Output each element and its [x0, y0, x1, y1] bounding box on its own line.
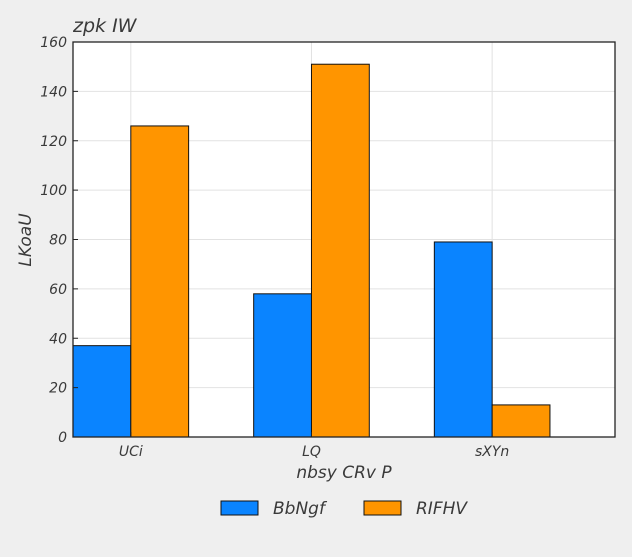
y-axis-label: LKoaU [16, 213, 36, 267]
bar-BbNgf-UCi [72, 345, 132, 438]
y-tick-label: 100 [40, 183, 67, 199]
bar-BbNgf-sXYn [433, 241, 493, 438]
y-tick-label: 80 [49, 233, 67, 249]
legend-swatch-RIFHV [363, 500, 402, 516]
legend-swatch-BbNgf [220, 500, 259, 516]
bar-BbNgf-LQ [253, 293, 312, 438]
legend-label-BbNgf: BbNgf [273, 499, 328, 519]
y-tick-label: 40 [49, 331, 67, 347]
y-tick-label: 20 [49, 381, 67, 397]
y-tick-label: 60 [49, 282, 67, 298]
x-axis-ticks: UCi LQ sXYn [119, 432, 509, 460]
bar-RIFHV-UCi [130, 125, 190, 438]
chart-title: zpk IW [72, 15, 138, 37]
legend-label-RIFHV: RIFHV [416, 499, 468, 519]
y-tick-label: 140 [40, 84, 67, 100]
x-tick-label: sXYn [475, 444, 509, 460]
bar-RIFHV-sXYn [491, 404, 551, 438]
y-tick-label: 120 [40, 134, 67, 150]
legend: BbNgf RIFHV [220, 499, 468, 519]
y-tick-label: 0 [58, 430, 67, 446]
bar-RIFHV-LQ [310, 63, 370, 438]
bars [72, 63, 551, 438]
y-tick-label: 160 [40, 35, 67, 51]
x-tick-label: UCi [119, 444, 143, 460]
x-tick-label: LQ [302, 444, 321, 460]
x-axis-label: nbsy CRv P [296, 463, 392, 483]
y-axis-ticks: 0 20 40 60 80 100 120 140 160 [40, 35, 78, 446]
